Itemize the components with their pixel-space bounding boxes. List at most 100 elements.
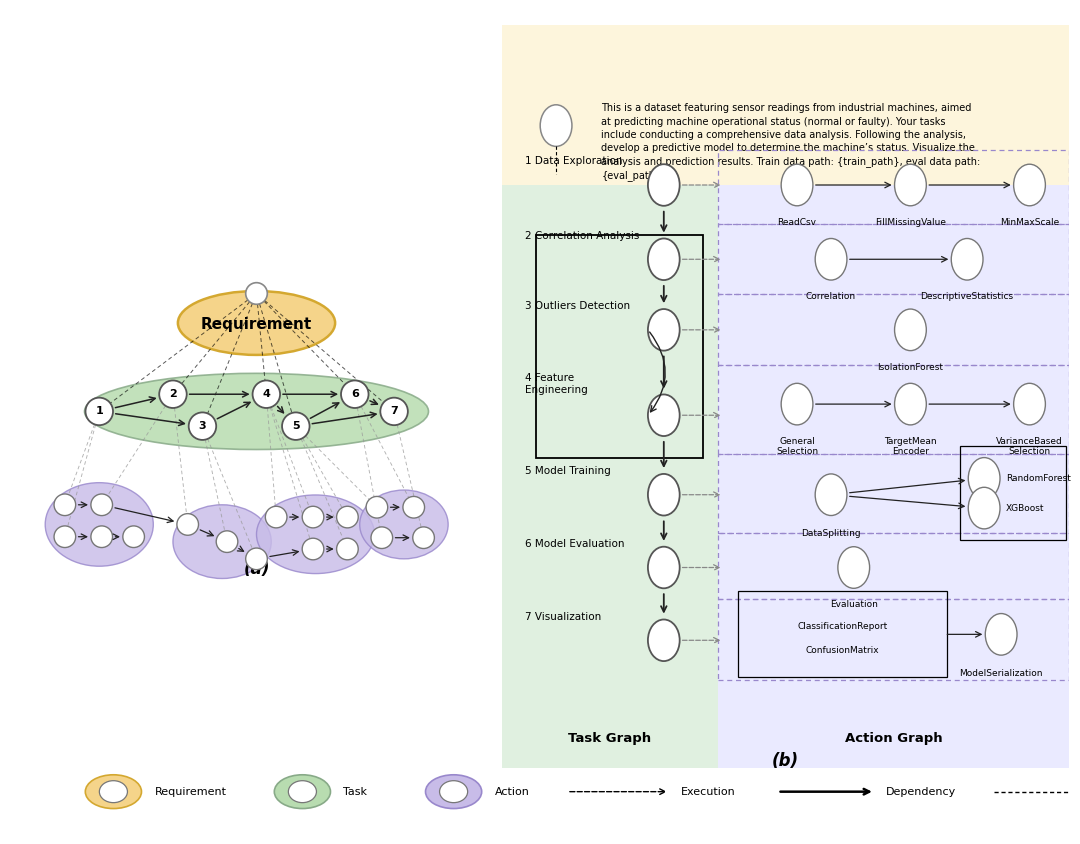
Circle shape — [1014, 383, 1045, 425]
Text: (b): (b) — [772, 752, 799, 770]
Circle shape — [177, 514, 199, 535]
Text: 2 Correlation Analysis: 2 Correlation Analysis — [525, 230, 639, 241]
Text: 6: 6 — [351, 389, 359, 399]
Circle shape — [302, 538, 324, 560]
Circle shape — [91, 494, 112, 516]
Circle shape — [781, 165, 813, 206]
Text: ClassificationReport: ClassificationReport — [797, 622, 888, 631]
Text: 7: 7 — [390, 407, 397, 416]
Circle shape — [189, 413, 216, 440]
Circle shape — [337, 506, 359, 528]
Circle shape — [815, 474, 847, 516]
Circle shape — [380, 398, 408, 425]
Circle shape — [969, 487, 1000, 529]
Text: Requirement: Requirement — [154, 787, 227, 797]
Circle shape — [337, 538, 359, 560]
Circle shape — [91, 526, 112, 548]
Circle shape — [440, 781, 468, 803]
Circle shape — [838, 547, 869, 588]
Text: 7 Visualization: 7 Visualization — [525, 612, 602, 621]
Circle shape — [648, 474, 679, 516]
Ellipse shape — [84, 373, 429, 450]
Text: TargetMean
Encoder: TargetMean Encoder — [885, 437, 936, 457]
Circle shape — [894, 309, 927, 350]
Text: VarianceBased
Selection: VarianceBased Selection — [996, 437, 1063, 457]
Text: RandomForest: RandomForest — [1005, 473, 1070, 483]
Text: Action: Action — [495, 787, 529, 797]
FancyBboxPatch shape — [502, 25, 1069, 185]
Circle shape — [54, 494, 76, 516]
Text: 2: 2 — [170, 389, 177, 399]
FancyBboxPatch shape — [718, 185, 1069, 768]
Circle shape — [99, 781, 127, 803]
Text: IsolationForest: IsolationForest — [877, 363, 944, 371]
Circle shape — [266, 506, 287, 528]
Ellipse shape — [274, 775, 330, 809]
Text: 1: 1 — [95, 407, 103, 416]
Circle shape — [372, 527, 393, 549]
Text: 3: 3 — [199, 421, 206, 431]
Circle shape — [951, 239, 983, 280]
Circle shape — [341, 381, 368, 408]
Text: Task Graph: Task Graph — [568, 732, 651, 745]
Text: 5: 5 — [292, 421, 299, 431]
Text: ReadCsv: ReadCsv — [778, 218, 816, 227]
Circle shape — [648, 309, 679, 350]
Ellipse shape — [178, 291, 335, 355]
Circle shape — [123, 526, 145, 548]
Text: This is a dataset featuring sensor readings from industrial machines, aimed
at p: This is a dataset featuring sensor readi… — [602, 103, 981, 181]
Ellipse shape — [257, 495, 375, 574]
Circle shape — [781, 383, 813, 425]
Ellipse shape — [173, 505, 271, 578]
Circle shape — [366, 496, 388, 518]
Ellipse shape — [426, 775, 482, 809]
Text: 4 Feature
Engineering: 4 Feature Engineering — [525, 373, 588, 395]
Text: DataSplitting: DataSplitting — [801, 529, 861, 538]
Circle shape — [1014, 165, 1045, 206]
Text: ConfusionMatrix: ConfusionMatrix — [806, 647, 879, 655]
Text: 6 Model Evaluation: 6 Model Evaluation — [525, 538, 624, 549]
Circle shape — [253, 381, 280, 408]
Circle shape — [648, 165, 679, 206]
Text: Dependency: Dependency — [886, 787, 956, 797]
Text: ModelSerialization: ModelSerialization — [959, 668, 1043, 678]
Circle shape — [815, 239, 847, 280]
Text: Execution: Execution — [680, 787, 735, 797]
Circle shape — [648, 394, 679, 436]
Text: XGBoost: XGBoost — [1005, 504, 1044, 512]
Circle shape — [54, 526, 76, 548]
Ellipse shape — [45, 483, 153, 566]
Circle shape — [648, 239, 679, 280]
Text: MinMaxScale: MinMaxScale — [1000, 218, 1059, 227]
Circle shape — [245, 283, 268, 305]
Text: 1 Data Exploration: 1 Data Exploration — [525, 156, 622, 166]
Ellipse shape — [360, 490, 448, 559]
Text: Correlation: Correlation — [806, 292, 856, 301]
Text: Evaluation: Evaluation — [829, 600, 878, 609]
Circle shape — [85, 398, 113, 425]
Circle shape — [648, 547, 679, 588]
Text: 5 Model Training: 5 Model Training — [525, 466, 610, 476]
Text: DescriptiveStatistics: DescriptiveStatistics — [920, 292, 1014, 301]
Text: Action Graph: Action Graph — [845, 732, 942, 745]
Circle shape — [969, 457, 1000, 499]
Circle shape — [288, 781, 316, 803]
Circle shape — [648, 619, 679, 661]
Circle shape — [413, 527, 434, 549]
Text: General
Selection: General Selection — [775, 437, 819, 457]
Circle shape — [159, 381, 187, 408]
Text: 3 Outliers Detection: 3 Outliers Detection — [525, 301, 630, 311]
Ellipse shape — [85, 775, 141, 809]
Text: FillMissingValue: FillMissingValue — [875, 218, 946, 227]
FancyBboxPatch shape — [502, 185, 718, 768]
Circle shape — [302, 506, 324, 528]
Circle shape — [894, 383, 927, 425]
Circle shape — [216, 531, 238, 553]
Circle shape — [403, 496, 424, 518]
Circle shape — [540, 105, 572, 146]
Text: 4: 4 — [262, 389, 270, 399]
Circle shape — [282, 413, 310, 440]
Circle shape — [245, 548, 268, 570]
Text: Task: Task — [343, 787, 367, 797]
Circle shape — [894, 165, 927, 206]
